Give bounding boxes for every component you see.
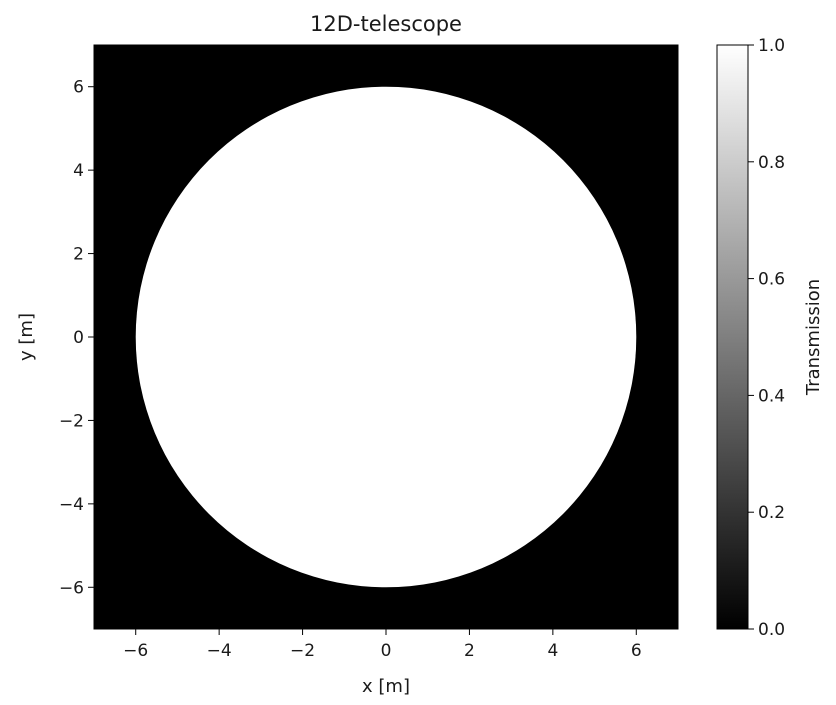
colorbar-label: Transmission <box>803 279 824 396</box>
x-tick-label: 0 <box>381 641 392 661</box>
x-tick-label: 2 <box>464 641 475 661</box>
x-tick-label: −6 <box>123 641 148 661</box>
aperture-disk <box>135 86 637 588</box>
colorbar-tick-label: 0.0 <box>758 620 785 640</box>
x-tick-label: 4 <box>547 641 558 661</box>
y-tick-label: 6 <box>73 78 84 98</box>
x-axis: −6 −4 −2 0 2 4 6 <box>123 629 642 661</box>
chart-title: 12D-telescope <box>310 12 462 36</box>
y-axis-label: y [m] <box>16 313 37 361</box>
x-tick-label: −2 <box>290 641 315 661</box>
x-tick-label: 6 <box>631 641 642 661</box>
y-tick-label: 0 <box>73 328 84 348</box>
x-axis-label: x [m] <box>362 676 410 697</box>
y-tick-label: −6 <box>59 578 84 598</box>
colorbar-tick-label: 1.0 <box>758 36 785 56</box>
colorbar-tick-label: 0.8 <box>758 153 785 173</box>
colorbar: 0.0 0.2 0.4 0.6 0.8 1.0 Transmission <box>716 36 824 640</box>
y-tick-label: 2 <box>73 245 84 265</box>
y-tick-label: −2 <box>59 411 84 431</box>
y-tick-label: 4 <box>73 161 84 181</box>
y-tick-label: −4 <box>59 495 84 515</box>
x-tick-label: −4 <box>207 641 232 661</box>
y-axis: −6 −4 −2 0 2 4 6 <box>59 78 94 598</box>
plot-area <box>93 44 679 630</box>
colorbar-ticks: 0.0 0.2 0.4 0.6 0.8 1.0 <box>748 36 785 640</box>
colorbar-tick-label: 0.6 <box>758 270 785 290</box>
colorbar-tick-label: 0.2 <box>758 503 785 523</box>
colorbar-tick-label: 0.4 <box>758 386 785 406</box>
colorbar-gradient <box>716 44 749 630</box>
